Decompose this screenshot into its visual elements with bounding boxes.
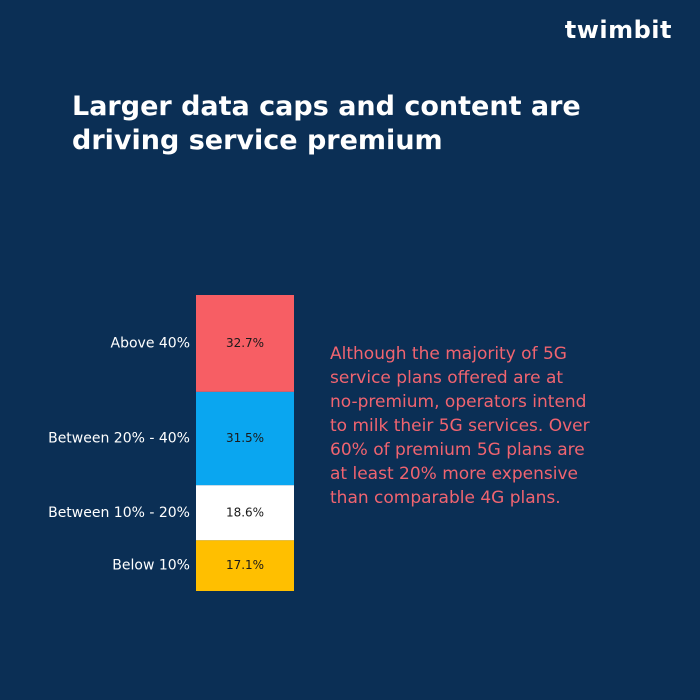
category-label-1: Above 40% xyxy=(111,335,191,351)
annotation-text: Although the majority of 5G service plan… xyxy=(330,344,590,508)
category-label-2: Between 20% - 40% xyxy=(48,431,190,447)
bar-segment-1 xyxy=(196,295,294,392)
bar-segment-2 xyxy=(196,391,294,486)
bar-segment-3 xyxy=(196,485,294,541)
value-label-1: 32.7% xyxy=(226,336,264,350)
category-label-3: Between 10% - 20% xyxy=(48,505,190,521)
page-title: Larger data caps and content are driving… xyxy=(72,91,581,156)
category-label-4: Below 10% xyxy=(112,558,190,574)
value-label-3: 18.6% xyxy=(226,505,264,519)
brand-logo: twimbit xyxy=(565,18,672,42)
value-label-2: 31.5% xyxy=(226,431,264,445)
bar-segment-4 xyxy=(196,540,294,591)
value-label-4: 17.1% xyxy=(226,558,264,572)
logo-text: twimbit xyxy=(564,16,672,44)
